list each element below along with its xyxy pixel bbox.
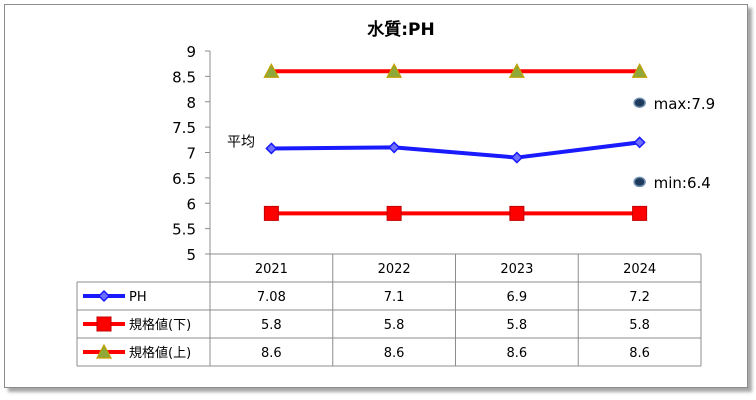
- data-point: [386, 63, 403, 78]
- legend-marker: [96, 316, 112, 332]
- data-point: [388, 141, 401, 154]
- y-tick-label: 7.5: [172, 119, 196, 137]
- chart-title: 水質:PH: [367, 19, 435, 40]
- data-table: 2021 2022 2023 2024 PH 7.08 7.1 6.9 7.2 規格値(下) 5.8…: [76, 253, 702, 367]
- series-line: [271, 140, 640, 160]
- data-label: 5.8: [507, 318, 528, 333]
- data-label: 7.2: [629, 290, 650, 305]
- average-label: 平均: [227, 134, 255, 150]
- data-label: 7.1: [384, 290, 405, 305]
- legend-marker: [95, 343, 113, 359]
- y-tick-label: 8: [186, 94, 196, 112]
- y-tick-label: 6.5: [172, 170, 196, 188]
- data-label: 8.6: [261, 346, 282, 361]
- y-tick-label: 5.5: [172, 221, 196, 239]
- y-tick-label: 7: [186, 145, 196, 163]
- y-tick-label: 6: [186, 195, 196, 213]
- annotation-marker: [633, 97, 646, 109]
- data-point: [632, 205, 648, 221]
- y-tick-label: 8.5: [172, 68, 196, 86]
- data-point: [386, 205, 402, 221]
- data-label: 5.8: [384, 318, 405, 333]
- y-tick-label: 9: [186, 43, 196, 61]
- series-name: 規格値(下): [129, 317, 191, 333]
- category-label: 2023: [500, 262, 533, 277]
- data-point: [263, 205, 279, 221]
- data-label: 8.6: [629, 346, 650, 361]
- series-name: 規格値(上): [129, 345, 191, 361]
- data-point: [631, 63, 648, 78]
- category-label: 2021: [255, 262, 288, 277]
- data-point: [510, 151, 523, 164]
- ph-chart: 水質:PH 9 8.5 8 7.5 7 6.5 6 5.5 5 2021 2022 2023 2024…: [76, 19, 715, 367]
- data-point: [509, 205, 525, 221]
- data-point: [633, 136, 646, 149]
- annotations: max:7.9 min:6.4 平均: [227, 95, 715, 192]
- data-label: 7.08: [257, 290, 286, 305]
- data-label: 8.6: [384, 346, 405, 361]
- y-axis: 9 8.5 8 7.5 7 6.5 6 5.5 5: [172, 43, 211, 264]
- y-tick-label: 5: [186, 246, 196, 264]
- data-label: 5.8: [629, 318, 650, 333]
- annotation-label: max:7.9: [654, 95, 716, 113]
- category-label: 2022: [378, 262, 411, 277]
- series-name: PH: [129, 290, 147, 305]
- data-label: 5.8: [261, 318, 282, 333]
- plot-area: [263, 63, 648, 221]
- annotation-label: min:6.4: [654, 174, 711, 192]
- legend-marker: [97, 289, 111, 303]
- chart-frame: 水質:PH 9 8.5 8 7.5 7 6.5 6 5.5 5 2021 2022 2023 2024…: [4, 4, 748, 388]
- data-label: 8.6: [507, 346, 528, 361]
- data-label: 6.9: [507, 290, 528, 305]
- data-point: [508, 63, 525, 78]
- data-point: [265, 142, 278, 155]
- data-point: [263, 63, 280, 78]
- annotation-marker: [633, 176, 646, 188]
- category-label: 2024: [623, 262, 656, 277]
